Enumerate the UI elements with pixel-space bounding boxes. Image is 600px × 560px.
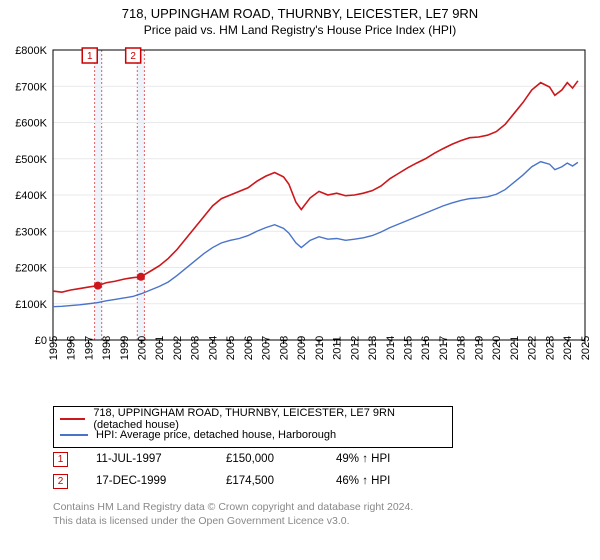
svg-text:£500K: £500K: [15, 154, 47, 166]
svg-text:2008: 2008: [278, 336, 290, 360]
transaction-price: £174,500: [226, 475, 336, 487]
svg-text:2019: 2019: [473, 336, 485, 360]
svg-text:£0: £0: [35, 335, 47, 347]
svg-text:£300K: £300K: [15, 226, 47, 238]
footer-attribution: Contains HM Land Registry data © Crown c…: [53, 500, 413, 528]
legend-swatch: [60, 434, 88, 436]
svg-text:2021: 2021: [509, 336, 521, 360]
marker-badge: 2: [53, 474, 68, 489]
svg-text:2017: 2017: [438, 336, 450, 360]
svg-text:2007: 2007: [261, 336, 273, 360]
transaction-date: 17-DEC-1999: [96, 475, 226, 487]
svg-text:£100K: £100K: [15, 299, 47, 311]
legend-item: 718, UPPINGHAM ROAD, THURNBY, LEICESTER,…: [60, 411, 446, 427]
chart-title: 718, UPPINGHAM ROAD, THURNBY, LEICESTER,…: [0, 6, 600, 21]
svg-text:2013: 2013: [367, 336, 379, 360]
svg-text:2005: 2005: [225, 336, 237, 360]
svg-text:2018: 2018: [456, 336, 468, 360]
footer-line: This data is licensed under the Open Gov…: [53, 514, 413, 528]
transaction-price: £150,000: [226, 453, 336, 465]
svg-text:2015: 2015: [403, 336, 415, 360]
line-chart: £0 £100K £200K £300K £400K £500K £600K £700K £80…: [0, 42, 600, 397]
transaction-date: 11-JUL-1997: [96, 453, 226, 465]
svg-text:1996: 1996: [66, 336, 78, 360]
svg-text:2004: 2004: [207, 336, 219, 360]
svg-text:£800K: £800K: [15, 45, 47, 57]
svg-text:2010: 2010: [314, 336, 326, 360]
svg-text:2002: 2002: [172, 336, 184, 360]
svg-text:2006: 2006: [243, 336, 255, 360]
legend-label: 718, UPPINGHAM ROAD, THURNBY, LEICESTER,…: [93, 407, 446, 431]
transaction-row: 1 11-JUL-1997 £150,000 49% ↑ HPI: [53, 448, 446, 470]
svg-text:£200K: £200K: [15, 263, 47, 275]
title-block: 718, UPPINGHAM ROAD, THURNBY, LEICESTER,…: [0, 0, 600, 37]
svg-text:1997: 1997: [83, 336, 95, 360]
transaction-table: 1 11-JUL-1997 £150,000 49% ↑ HPI 2 17-DE…: [53, 448, 446, 492]
transaction-pct: 49% ↑ HPI: [336, 453, 446, 465]
marker-badge: 1: [53, 452, 68, 467]
svg-text:1995: 1995: [48, 336, 60, 360]
svg-text:2: 2: [130, 51, 136, 62]
legend-swatch: [60, 418, 85, 420]
svg-text:£700K: £700K: [15, 81, 47, 93]
svg-text:2020: 2020: [491, 336, 503, 360]
svg-text:2016: 2016: [420, 336, 432, 360]
svg-text:2022: 2022: [527, 336, 539, 360]
transaction-pct: 46% ↑ HPI: [336, 475, 446, 487]
svg-text:2014: 2014: [385, 336, 397, 360]
svg-text:2024: 2024: [562, 336, 574, 360]
chart-subtitle: Price paid vs. HM Land Registry's House …: [0, 23, 600, 37]
svg-text:2012: 2012: [349, 336, 361, 360]
svg-text:£600K: £600K: [15, 118, 47, 130]
chart-area: £0 £100K £200K £300K £400K £500K £600K £700K £80…: [0, 42, 600, 397]
svg-text:2003: 2003: [190, 336, 202, 360]
svg-text:1999: 1999: [119, 336, 131, 360]
footer-line: Contains HM Land Registry data © Crown c…: [53, 500, 413, 514]
svg-text:2025: 2025: [580, 336, 592, 360]
svg-text:2001: 2001: [154, 336, 166, 360]
svg-text:1: 1: [87, 51, 93, 62]
svg-text:£400K: £400K: [15, 190, 47, 202]
svg-text:2009: 2009: [296, 336, 308, 360]
legend-label: HPI: Average price, detached house, Harb…: [96, 429, 336, 441]
chart-container: 718, UPPINGHAM ROAD, THURNBY, LEICESTER,…: [0, 0, 600, 560]
svg-text:2023: 2023: [544, 336, 556, 360]
svg-text:1998: 1998: [101, 336, 113, 360]
legend: 718, UPPINGHAM ROAD, THURNBY, LEICESTER,…: [53, 406, 453, 448]
svg-text:2000: 2000: [137, 336, 149, 360]
transaction-row: 2 17-DEC-1999 £174,500 46% ↑ HPI: [53, 470, 446, 492]
